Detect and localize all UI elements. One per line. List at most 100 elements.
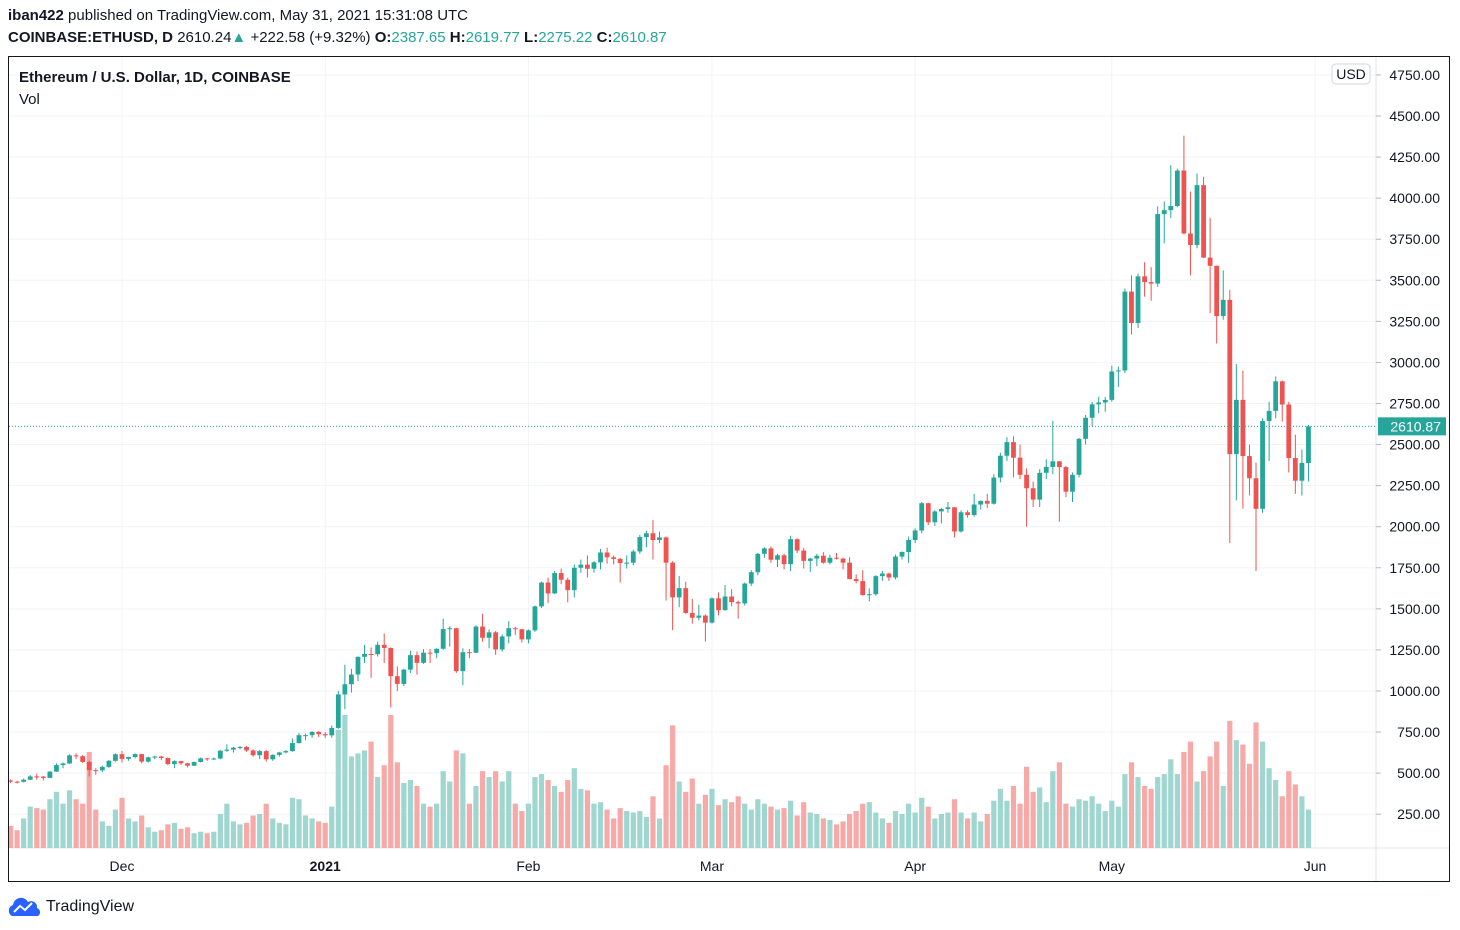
volume-bar bbox=[125, 818, 132, 848]
volume-bar bbox=[597, 802, 604, 848]
volume-bar bbox=[1292, 784, 1298, 848]
candle-body bbox=[414, 655, 420, 663]
volume-bar bbox=[112, 809, 119, 848]
candle-body bbox=[820, 555, 826, 563]
candle-body bbox=[447, 628, 453, 630]
volume-bar bbox=[676, 781, 682, 848]
volume-bar bbox=[447, 781, 453, 848]
candle-body bbox=[493, 632, 499, 650]
candle-body bbox=[1201, 185, 1206, 258]
candle-body bbox=[932, 511, 938, 523]
tradingview-logo[interactable]: TradingView bbox=[8, 896, 134, 918]
volume-bar bbox=[434, 803, 440, 848]
candle-body bbox=[735, 602, 741, 604]
volume-bar bbox=[106, 825, 112, 848]
candle-body bbox=[558, 573, 564, 580]
high-value: 2619.77 bbox=[465, 29, 520, 46]
last-price-label: 2610.87 bbox=[1390, 418, 1441, 434]
volume-bar bbox=[709, 788, 715, 848]
volume-bar bbox=[879, 818, 885, 848]
candle-body bbox=[1214, 265, 1220, 317]
volume-bar bbox=[801, 802, 807, 848]
volume-bar bbox=[1076, 799, 1082, 848]
candle-body bbox=[1083, 417, 1088, 439]
volume-bar bbox=[807, 812, 813, 848]
candle-body bbox=[172, 761, 177, 765]
candle-body bbox=[342, 684, 348, 695]
volume-bar bbox=[243, 822, 250, 848]
volume-bar bbox=[184, 827, 191, 848]
volume-bar bbox=[1155, 777, 1161, 848]
volume-bar bbox=[912, 812, 918, 848]
volume-bar bbox=[86, 751, 92, 848]
volume-bar bbox=[53, 791, 60, 848]
volume-bar bbox=[165, 824, 171, 848]
candle-body bbox=[178, 761, 184, 764]
volume-bar bbox=[414, 785, 420, 848]
volume-bar bbox=[1246, 763, 1253, 848]
chart-frame bbox=[8, 56, 1450, 882]
price-tick-label: 4250.00 bbox=[1389, 149, 1440, 165]
volume-bar bbox=[34, 808, 40, 848]
candle-body bbox=[237, 746, 243, 748]
price-tick-label: 2750.00 bbox=[1389, 395, 1440, 411]
volume-bar bbox=[257, 814, 263, 848]
candle-body bbox=[1233, 399, 1239, 455]
candle-body bbox=[486, 632, 492, 638]
volume-bar bbox=[1273, 780, 1279, 848]
volume-bar bbox=[552, 785, 558, 848]
price-tick-label: 250.00 bbox=[1397, 806, 1440, 822]
candle-body bbox=[270, 754, 276, 760]
candle-body bbox=[1148, 282, 1154, 284]
volume-bar bbox=[1050, 771, 1056, 848]
volume-bar bbox=[774, 809, 781, 848]
chart-title: Ethereum / U.S. Dollar, 1D, COINBASE bbox=[19, 69, 291, 86]
candle-body bbox=[1076, 438, 1082, 475]
volume-bar bbox=[742, 803, 748, 848]
volume-bar bbox=[99, 821, 105, 848]
candle-body bbox=[453, 628, 459, 672]
candle-body bbox=[1161, 210, 1167, 215]
candle-body bbox=[257, 751, 263, 756]
volume-bar bbox=[886, 822, 892, 848]
candle-body bbox=[984, 500, 990, 504]
volume-bar bbox=[139, 815, 145, 848]
candle-body bbox=[709, 598, 715, 623]
volume-bar bbox=[361, 750, 368, 848]
volume-bar bbox=[1043, 802, 1049, 848]
candle-body bbox=[952, 507, 957, 532]
candle-body bbox=[362, 654, 367, 657]
candle-body bbox=[1056, 461, 1062, 468]
price-tick-label: 2500.00 bbox=[1389, 437, 1440, 453]
low-label: L: bbox=[524, 29, 539, 46]
candle-body bbox=[781, 555, 787, 565]
candle-body bbox=[644, 533, 649, 538]
candle-body bbox=[309, 731, 315, 736]
logo-text: TradingView bbox=[46, 898, 135, 915]
candle-body bbox=[840, 558, 846, 563]
volume-bar bbox=[466, 803, 473, 848]
volume-bar bbox=[637, 811, 643, 848]
volume-bar bbox=[27, 806, 33, 848]
candle-body bbox=[794, 539, 800, 551]
candle-body bbox=[244, 746, 249, 751]
candle-body bbox=[571, 567, 577, 591]
volume-bar bbox=[1010, 785, 1017, 848]
candle-body bbox=[899, 551, 905, 557]
candle-body bbox=[1181, 170, 1187, 234]
price-tick-label: 3250.00 bbox=[1389, 313, 1440, 329]
volume-bar bbox=[486, 777, 492, 848]
candle-body bbox=[611, 557, 617, 559]
candle-body bbox=[1279, 381, 1285, 405]
candle-body bbox=[401, 669, 407, 684]
volume-bar bbox=[263, 803, 269, 848]
volume-bar bbox=[158, 830, 164, 848]
candle-body bbox=[1227, 299, 1233, 455]
volume-bar bbox=[663, 765, 669, 848]
volume-bar bbox=[1305, 809, 1312, 848]
publish-info: iban422 published on TradingView.com, Ma… bbox=[8, 7, 468, 24]
volume-bar bbox=[781, 808, 787, 848]
volume-bar bbox=[853, 811, 859, 848]
candle-body bbox=[185, 763, 190, 766]
